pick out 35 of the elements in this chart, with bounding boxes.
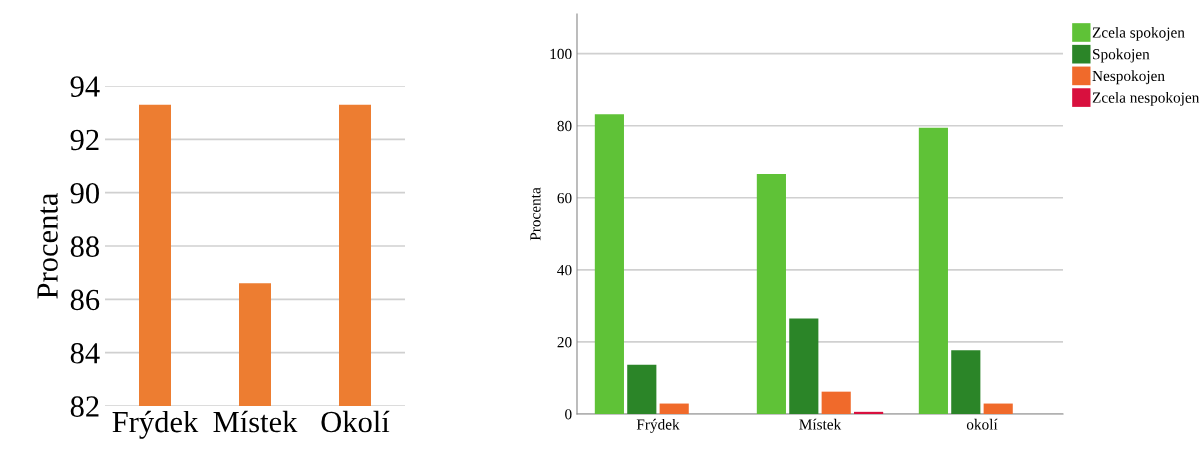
x-tick-label: Frýdek [636,418,680,433]
bar [854,411,884,414]
y-tick-label: 82 [70,396,99,417]
legend-label: Spokojen [1093,48,1150,63]
bar [627,364,657,414]
legend-label: Zcela nespokojen [1092,92,1200,106]
bar [918,127,948,414]
x-tick-label: Frýdek [112,410,199,439]
bar [756,174,786,414]
bar [659,403,689,414]
bar [983,403,1013,414]
y-tick-label: 0 [565,409,572,420]
y-tick-label: 60 [557,192,572,204]
x-tick-label: okolí [966,418,998,430]
y-tick-label: 40 [557,265,572,276]
x-tick-label: Okolí [321,410,390,433]
y-tick-label: 84 [70,342,100,364]
bar [789,318,819,414]
legend-label: Nespokojen [1092,70,1165,85]
x-tick-label: Místek [213,410,298,433]
y-tick-label: 86 [70,289,100,311]
y-tick-label: 90 [70,182,99,204]
y-tick-label: 20 [557,337,572,348]
bar [594,114,624,414]
y-tick-label: 92 [70,129,99,151]
legend-label: Zcela spokojen [1092,26,1185,41]
y-axis-title: Procenta [37,192,58,299]
y-tick-label: 94 [70,76,100,97]
y-tick-label: 80 [557,120,572,132]
bar [951,350,981,414]
y-tick-label: 100 [550,48,572,60]
y-axis-title: Procenta [530,187,541,241]
y-tick-label: 88 [70,236,99,257]
bar [821,391,851,414]
x-tick-label: Místek [799,418,842,430]
